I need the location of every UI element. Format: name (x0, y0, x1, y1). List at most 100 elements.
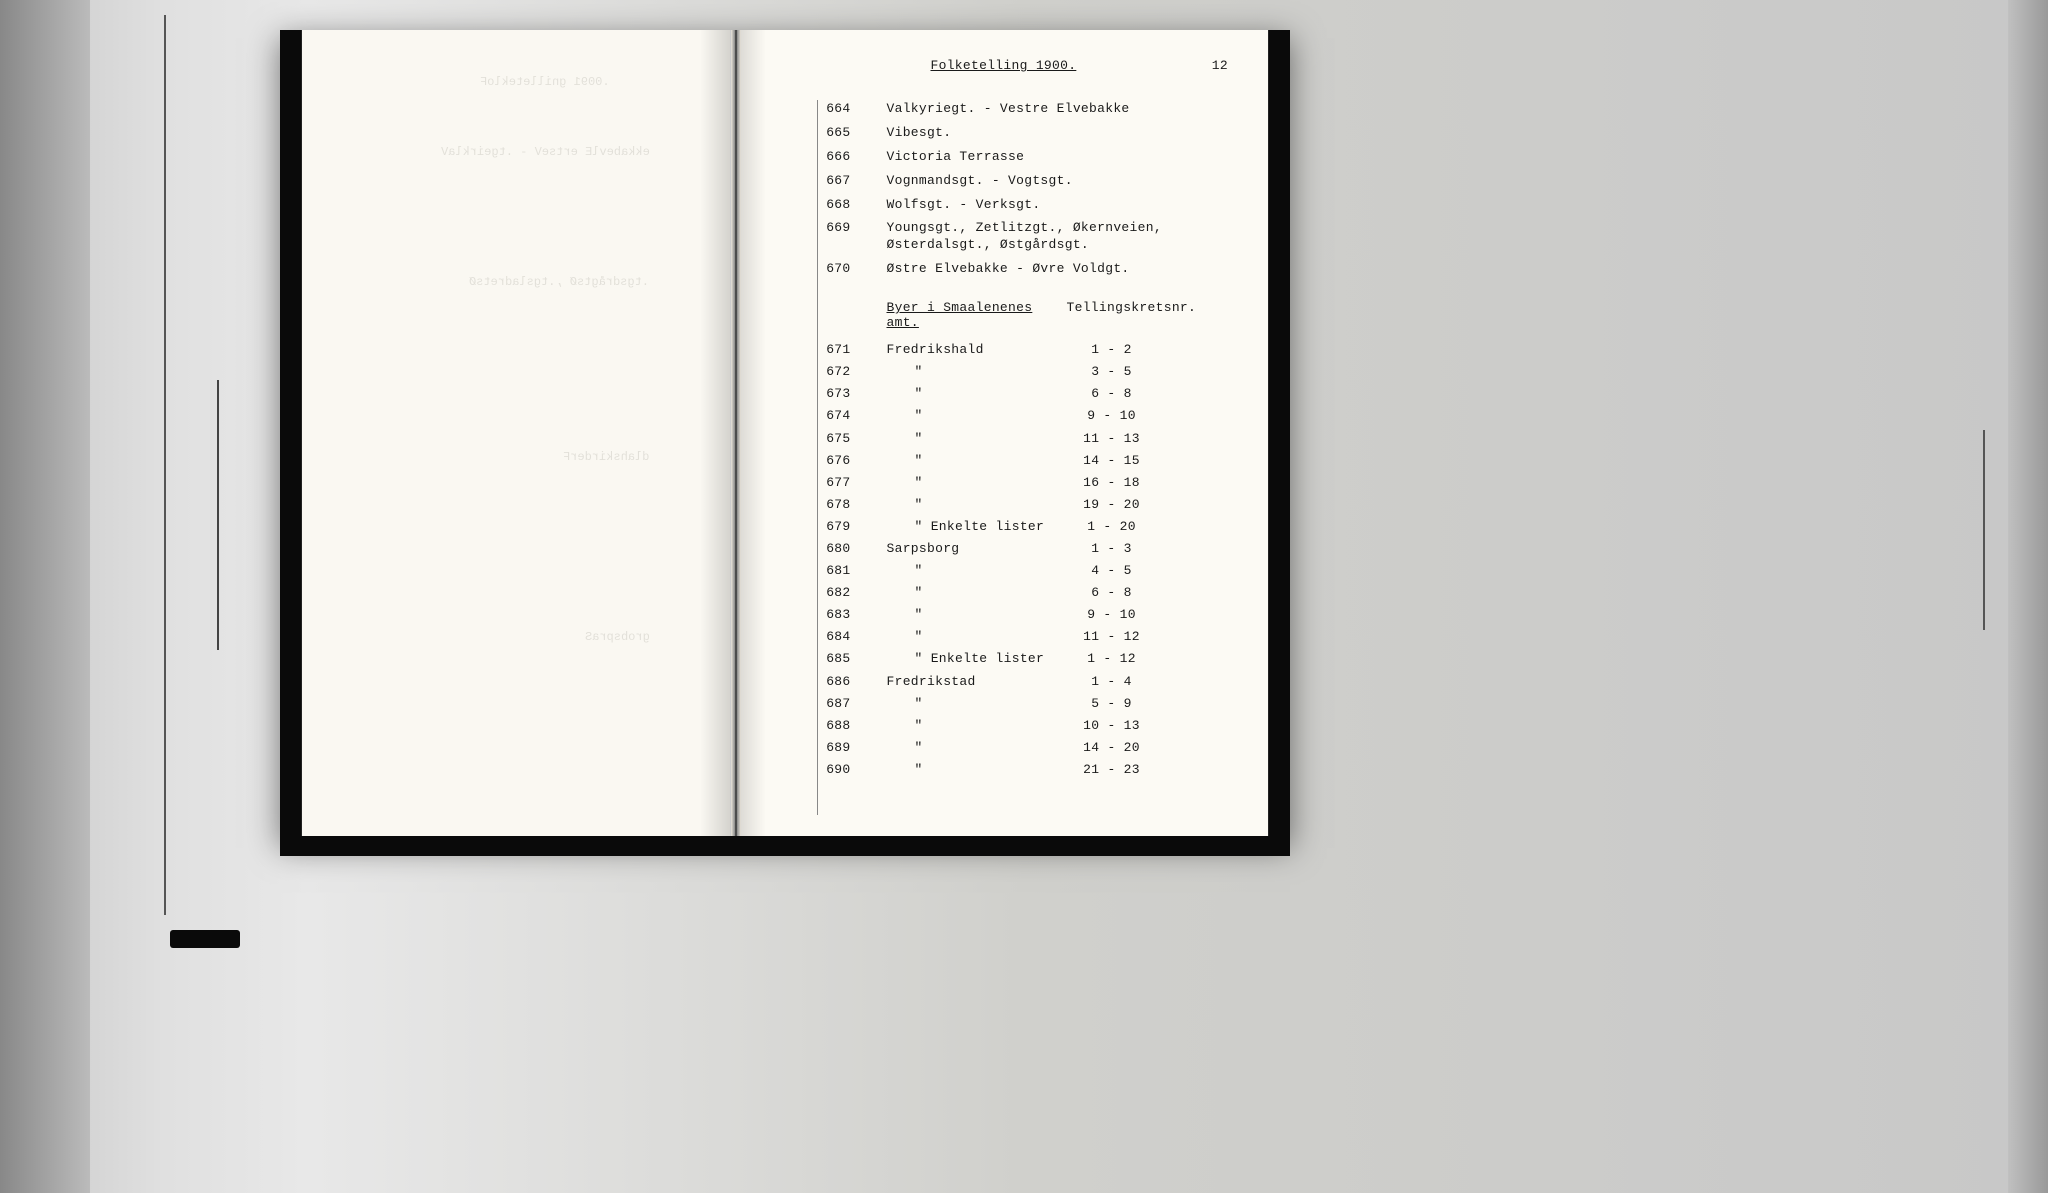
entry-number: 665 (801, 125, 887, 142)
bleed-through-text: ekkabevlE ertseV - .tgeirklaV (441, 145, 650, 159)
entry-range: 11 - 13 (1067, 431, 1157, 447)
entry-place: " (887, 364, 1067, 380)
entry-range: 5 - 9 (1067, 696, 1157, 712)
film-scratch (217, 380, 219, 650)
entry-number: 680 (801, 541, 887, 557)
entry-number: 684 (801, 629, 887, 645)
entry-number: 681 (801, 563, 887, 579)
index-entry: 685" Enkelte lister1 - 12 (801, 651, 1229, 667)
entry-place: " (887, 585, 1067, 601)
entry-place: " Enkelte lister (887, 651, 1067, 667)
index-entry: 674"9 - 10 (801, 408, 1229, 424)
bleed-through-text: .tgsdrågtsØ ,.tgsladretsØ (469, 275, 649, 289)
index-entry: 677"16 - 18 (801, 475, 1229, 491)
index-entry: 672"3 - 5 (801, 364, 1229, 380)
entry-place: " (887, 453, 1067, 469)
entry-range: 4 - 5 (1067, 563, 1157, 579)
index-entry: 668Wolfsgt. - Verksgt. (801, 197, 1229, 214)
index-entry: 680Sarpsborg1 - 3 (801, 541, 1229, 557)
index-entry: 667Vognmandsgt. - Vogtsgt. (801, 173, 1229, 190)
entry-number: 671 (801, 342, 887, 358)
entry-place: Sarpsborg (887, 541, 1067, 557)
entry-range: 6 - 8 (1067, 585, 1157, 601)
entry-description: Wolfsgt. - Verksgt. (887, 197, 1229, 214)
entry-description: Vognmandsgt. - Vogtsgt. (887, 173, 1229, 190)
index-entry: 678"19 - 20 (801, 497, 1229, 513)
book-cover-bottom (280, 836, 1290, 856)
index-entry: 664Valkyriegt. - Vestre Elvebakke (801, 101, 1229, 118)
entry-number: 666 (801, 149, 887, 166)
entry-range: 14 - 15 (1067, 453, 1157, 469)
index-entry: 669Youngsgt., Zetlitzgt., Økernveien,Øst… (801, 220, 1229, 254)
entry-description: Victoria Terrasse (887, 149, 1229, 166)
entry-place: " (887, 718, 1067, 734)
entry-range: 10 - 13 (1067, 718, 1157, 734)
left-page: .0091 gnilletekloF ekkabevlE ertseV - .t… (302, 30, 731, 840)
entry-number: 687 (801, 696, 887, 712)
entry-description: Østre Elvebakke - Øvre Voldgt. (887, 261, 1229, 278)
bleed-through-text: dlahskirderF (563, 450, 649, 464)
entry-place: " (887, 762, 1067, 778)
index-section-streets: 664Valkyriegt. - Vestre Elvebakke 665Vibe… (801, 101, 1229, 278)
entry-number: 670 (801, 261, 887, 278)
entry-place: Fredrikshald (887, 342, 1067, 358)
entry-number: 672 (801, 364, 887, 380)
film-scratch (1983, 430, 1985, 630)
page-number: 12 (1212, 58, 1228, 73)
book-cover-left (280, 30, 302, 840)
entry-range: 19 - 20 (1067, 497, 1157, 513)
entry-range: 1 - 2 (1067, 342, 1157, 358)
index-entry: 670Østre Elvebakke - Øvre Voldgt. (801, 261, 1229, 278)
index-entry: 687"5 - 9 (801, 696, 1229, 712)
index-entry: 673"6 - 8 (801, 386, 1229, 402)
entry-number: 664 (801, 101, 887, 118)
entry-number: 669 (801, 220, 887, 254)
entry-place: " (887, 696, 1067, 712)
column-header-place: Byer i Smaalenenes amt. (887, 300, 1067, 330)
index-entry: 690"21 - 23 (801, 762, 1229, 778)
entry-number: 682 (801, 585, 887, 601)
index-entry: 686Fredrikstad1 - 4 (801, 674, 1229, 690)
entry-number: 673 (801, 386, 887, 402)
entry-range: 1 - 4 (1067, 674, 1157, 690)
entry-number: 683 (801, 607, 887, 623)
entry-range: 1 - 12 (1067, 651, 1157, 667)
book-gutter (731, 30, 741, 840)
entry-number: 678 (801, 497, 887, 513)
entry-place: " (887, 607, 1067, 623)
bleed-through-text: .0091 gnilletekloF (480, 75, 610, 89)
index-entry: 688"10 - 13 (801, 718, 1229, 734)
film-edge-right (2008, 0, 2048, 1193)
bleed-through-text: grobspraS (585, 630, 650, 644)
entry-range: 21 - 23 (1067, 762, 1157, 778)
entry-place: " (887, 563, 1067, 579)
page-title: Folketelling 1900. (931, 58, 1077, 73)
entry-place: Fredrikstad (887, 674, 1067, 690)
vertical-rule (817, 100, 818, 815)
entry-description: Vibesgt. (887, 125, 1229, 142)
entry-range: 14 - 20 (1067, 740, 1157, 756)
book-cover-right (1268, 30, 1290, 840)
entry-number: 690 (801, 762, 887, 778)
entry-range: 3 - 5 (1067, 364, 1157, 380)
entry-place: " (887, 431, 1067, 447)
entry-number: 677 (801, 475, 887, 491)
entry-number: 685 (801, 651, 887, 667)
index-entry: 676"14 - 15 (801, 453, 1229, 469)
entry-place: " (887, 475, 1067, 491)
index-entry: 683"9 - 10 (801, 607, 1229, 623)
film-scratch (164, 15, 166, 915)
index-entry: 671Fredrikshald1 - 2 (801, 342, 1229, 358)
section-header: Byer i Smaalenenes amt. Tellingskretsnr. (801, 300, 1229, 330)
index-entry: 675"11 - 13 (801, 431, 1229, 447)
column-header-range: Tellingskretsnr. (1067, 300, 1197, 330)
entry-number: 689 (801, 740, 887, 756)
entry-number: 676 (801, 453, 887, 469)
film-edge-left (0, 0, 90, 1193)
entry-range: 9 - 10 (1067, 408, 1157, 424)
entry-place: " (887, 386, 1067, 402)
index-section-cities: 671Fredrikshald1 - 2672"3 - 5673"6 - 867… (801, 342, 1229, 777)
entry-number: 675 (801, 431, 887, 447)
index-entry: 665Vibesgt. (801, 125, 1229, 142)
index-entry: 681"4 - 5 (801, 563, 1229, 579)
